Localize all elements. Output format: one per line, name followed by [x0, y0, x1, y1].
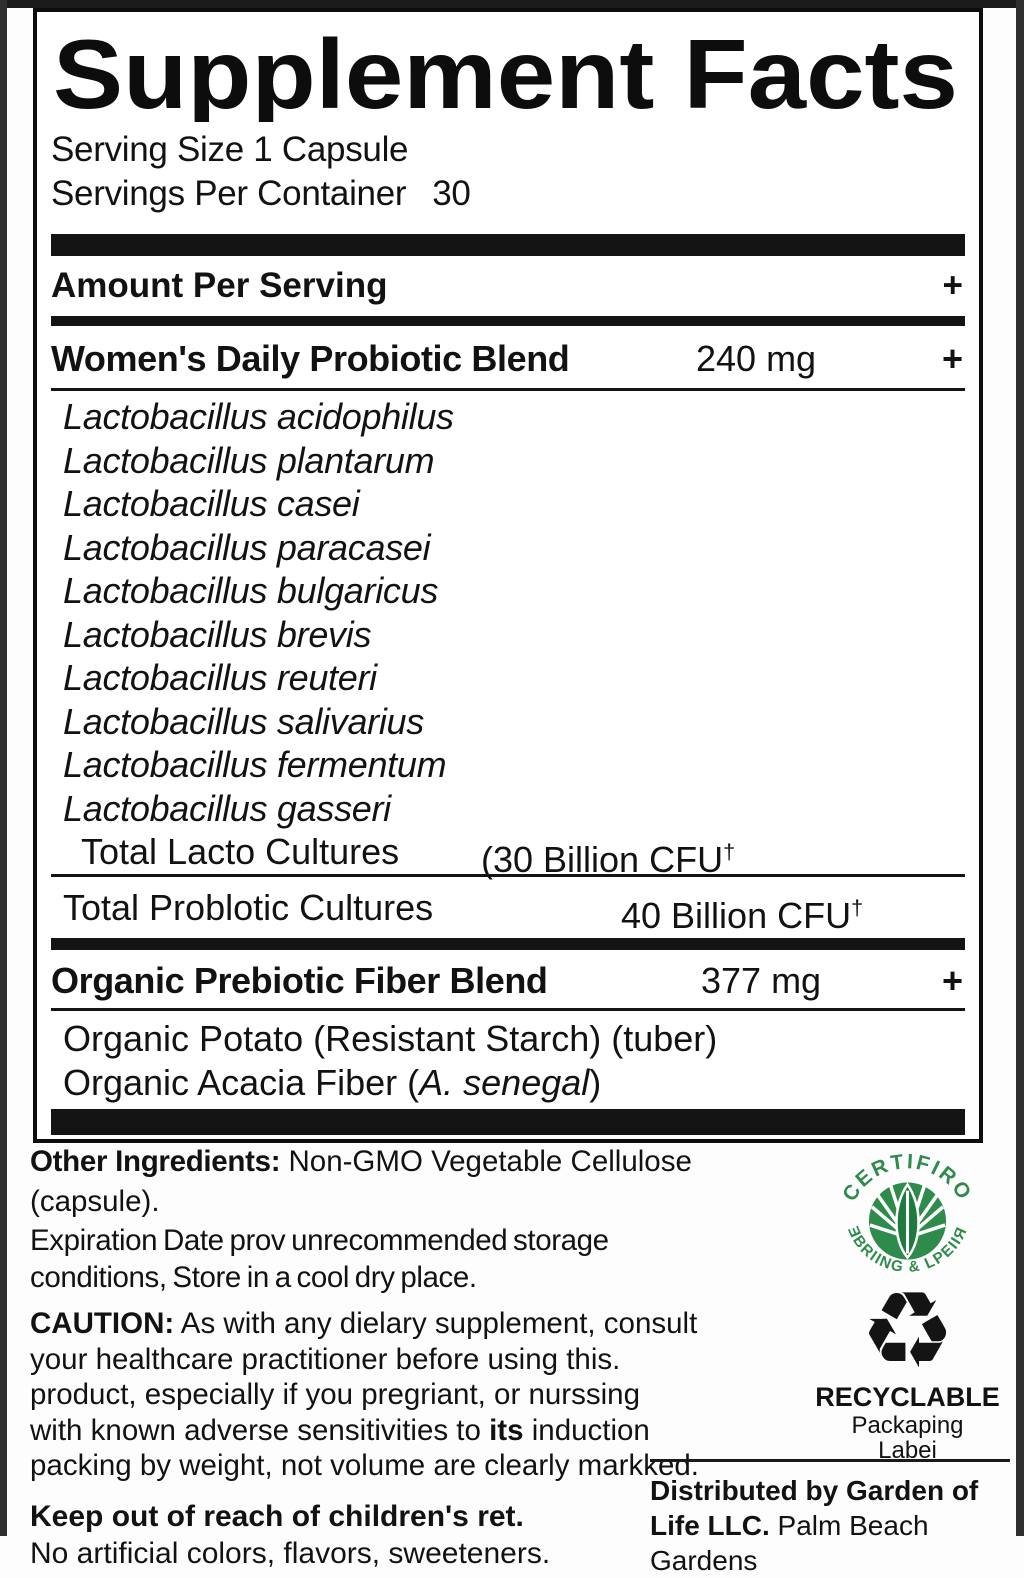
- page-edge-left: [0, 0, 7, 1536]
- caution-line-4: with known adverse sensitivities to its …: [30, 1413, 778, 1449]
- fiber-blend-row: Organic Prebiotic Fiber Blend 377 mg +: [51, 950, 965, 1011]
- caution-line-2: your healthcare practitioner before usin…: [30, 1342, 621, 1376]
- caution-line-4-post: induction: [523, 1413, 650, 1447]
- thick-divider-bottom: [51, 1109, 965, 1135]
- amount-daily-value-symbol: +: [942, 266, 963, 305]
- dagger-symbol: †: [851, 895, 864, 920]
- other-ingredients-label: Other Ingredients:: [30, 1145, 281, 1178]
- fiber-ingredient-2: Organic Acacia Fiber (A. senegal): [63, 1061, 965, 1105]
- keep-out-of-reach-line: Keep out of reach of children's ret.: [30, 1499, 524, 1533]
- species-item: Lactobacillus paracasei: [63, 526, 431, 568]
- species-item: Lactobacillus casei: [63, 483, 360, 524]
- caution-line-1: CAUTION: As with any dielary supplement,…: [30, 1306, 778, 1342]
- servings-label: Servings Per Container: [51, 174, 407, 213]
- species-item: Lactobacillus plantarum: [63, 439, 435, 481]
- total-probiotic-label: Total Problotic Cultures: [63, 887, 434, 928]
- probiotic-blend-row: Women's Daily Probiotic Blend 240 mg +: [51, 326, 965, 391]
- caution-line-4-pre: with known adverse sensitivities to: [30, 1413, 490, 1447]
- species-item: Lactobacillus salivarius: [63, 700, 424, 742]
- medium-divider-2: [51, 938, 965, 950]
- servings-value: 30: [432, 174, 471, 213]
- packaging-label-line1: Packaping: [851, 1412, 964, 1439]
- species-item: Lactobacillus bulgaricus: [63, 570, 439, 611]
- fiber-ingredient-1: Organic Potato (Resistant Starch) (tuber…: [63, 1018, 718, 1059]
- dagger-symbol: †: [723, 839, 736, 864]
- caution-line-3: product, especially if you pregriant, or…: [30, 1378, 640, 1411]
- fiber-blend-name: Organic Prebiotic Fiber Blend: [51, 960, 548, 1001]
- caution-line-4-bold: its: [489, 1413, 524, 1447]
- total-lacto-value-text: (30 Billion CFU: [481, 839, 724, 880]
- caution-label: CAUTION:: [30, 1307, 175, 1340]
- caution-paragraph: CAUTION: As with any dielary supplement,…: [30, 1306, 778, 1484]
- species-item: Lactobacillus fermentum: [63, 744, 447, 785]
- fiber-ingredient-list: Organic Potato (Resistant Starch) (tuber…: [51, 1011, 965, 1105]
- supplement-facts-panel: Supplement Facts Serving Size 1 Capsule …: [33, 8, 983, 1143]
- species-item: Lactobacillus acidophilus: [63, 396, 454, 437]
- probiotic-blend-name: Women's Daily Probiotic Blend: [51, 338, 570, 379]
- fiber-ingredient-2-pre: Organic Acacia Fiber (: [63, 1062, 420, 1103]
- distributor-divider: [650, 1459, 1010, 1462]
- page-edge-top: [0, 0, 1024, 8]
- distributor-info: Distributed by Garden of Life LLC. Palm …: [650, 1473, 1020, 1578]
- caution-line-1-text: As with any dielary supplement, consult: [174, 1307, 698, 1340]
- amount-per-serving-row: Amount Per Serving +: [51, 256, 965, 316]
- fiber-ingredient-2-species: A. senegal: [419, 1062, 590, 1103]
- fiber-blend-symbol: +: [941, 960, 963, 1001]
- total-lacto-label: Total Lacto Cultures: [81, 831, 400, 872]
- amount-per-serving-label: Amount Per Serving: [51, 266, 388, 305]
- page-edge-right: [1016, 0, 1024, 1536]
- probiotic-blend-symbol: +: [941, 338, 963, 379]
- distributor-line-2: Life LLC. Palm Beach Gardens: [650, 1508, 1020, 1578]
- caution-line-5: packing by weight, not volume are clearl…: [30, 1449, 699, 1482]
- fiber-ingredient-2-post: ): [589, 1062, 602, 1103]
- recycle-icon: ♻: [859, 1269, 956, 1392]
- species-list: Lactobacillus acidophilus Lactobacillus …: [51, 391, 965, 830]
- total-probiotic-value: 40 Billion CFU†: [621, 886, 863, 938]
- fiber-blend-amount: 377 mg: [701, 960, 822, 1001]
- servings-per-container: Servings Per Container 30: [51, 172, 965, 216]
- other-ingredients-line: Other Ingredients: Non-GMO Vegetable Cel…: [30, 1142, 778, 1222]
- species-item: Lactobacillus brevis: [63, 613, 372, 655]
- distributor-line-2-bold: Life LLC.: [650, 1510, 770, 1541]
- certification-seal-icon: CERTIFIRO ƎBRIING & LPEIIЯ: [838, 1150, 974, 1276]
- medium-divider-1: [51, 316, 965, 326]
- storage-line-2: conditions, Store in a cool dry place.: [30, 1261, 477, 1294]
- distributor-line-1: Distributed by Garden of: [650, 1475, 979, 1506]
- panel-title: Supplement Facts: [53, 26, 958, 122]
- storage-line-1: Expiration Date prov unrecommended stora…: [30, 1224, 609, 1257]
- probiotic-blend-amount: 240 mg: [696, 338, 817, 379]
- panel-title-svg: Supplement Facts: [53, 26, 958, 122]
- total-probiotic-value-text: 40 Billion CFU: [621, 895, 852, 936]
- species-item: Lactobacillus reuteri: [63, 657, 377, 698]
- total-lacto-row: Total Lacto Cultures (30 Billion CFU†: [51, 830, 965, 880]
- total-lacto-value: (30 Billion CFU†: [481, 830, 735, 882]
- serving-size: Serving Size 1 Capsule: [51, 130, 409, 169]
- thick-divider-top: [51, 234, 965, 256]
- total-probiotic-row: Total Problotic Cultures 40 Billion CFU†: [51, 874, 965, 938]
- other-ingredients-text: Non-GMO Vegetable Cellulose (capsule).: [30, 1145, 692, 1218]
- recyclable-label: RECYCLABLE: [815, 1382, 1000, 1412]
- species-item: Lactobacillus gasseri: [63, 787, 391, 829]
